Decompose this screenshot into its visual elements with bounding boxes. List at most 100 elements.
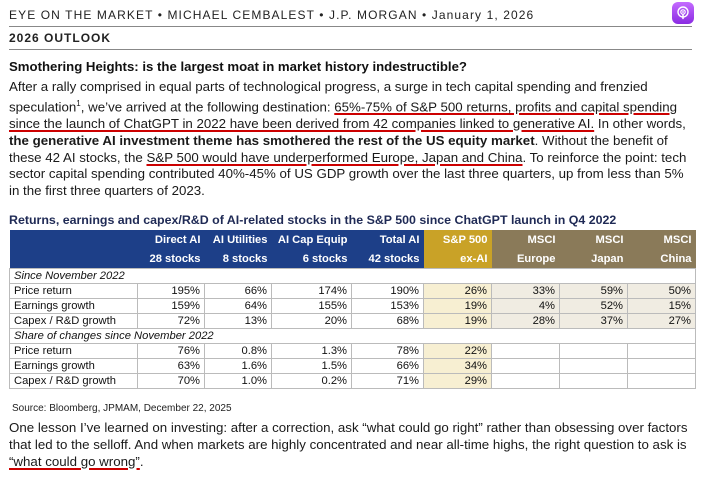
table-cell: 52%	[559, 298, 628, 314]
table-cell: Price return	[9, 343, 138, 359]
col-msci-china: MSCI	[627, 230, 696, 249]
paragraph-text: . To reinforce the point: tech sector ca…	[9, 149, 687, 199]
closing-paragraph: One lesson I’ve learned on investing: af…	[9, 419, 697, 470]
paragraph-text: . Without the benefit of these 42 AI sto…	[9, 132, 668, 165]
table-cell: Capex / R&D growth	[9, 373, 138, 389]
table-source: Source: Bloomberg, JPMAM, December 22, 2…	[12, 403, 232, 414]
highlight-ai-share: 65%-75% of S&P 500 returns, profits and …	[9, 99, 677, 132]
ai-stocks-table: Direct AI AI Utilities AI Cap Equip Tota…	[9, 230, 696, 389]
subheader-divider	[9, 49, 692, 50]
table-cell	[627, 373, 696, 389]
table-header-cell: 6 stocks	[271, 249, 352, 269]
table-cell: 34%	[423, 358, 492, 374]
table-header-cell: Japan	[559, 249, 628, 269]
col-total-ai: Total AI	[351, 230, 424, 249]
table-cell: 66%	[204, 283, 272, 299]
table-header-row-2: 28 stocks 8 stocks 6 stocks 42 stocks ex…	[9, 249, 696, 269]
table-cell: 68%	[351, 313, 424, 329]
table-cell	[491, 358, 560, 374]
table-cell: 0.2%	[271, 373, 352, 389]
table-cell: 29%	[423, 373, 492, 389]
table-cell: Share of changes since November 2022	[9, 328, 696, 344]
table-cell	[627, 343, 696, 359]
table-cell: 63%	[137, 358, 205, 374]
col-msci-europe: MSCI	[491, 230, 560, 249]
table-row: Price return 76% 0.8% 1.3% 78% 22%	[9, 343, 696, 359]
section-title: Smothering Heights: is the largest moat …	[9, 59, 467, 74]
table-row: Earnings growth 159% 64% 155% 153% 19% 4% 52%…	[9, 298, 696, 314]
table-cell	[627, 358, 696, 374]
outlook-label: 2026 OUTLOOK	[9, 31, 112, 45]
table-header-cell: Europe	[491, 249, 560, 269]
table-header-cell: 42 stocks	[351, 249, 424, 269]
table-cell: 195%	[137, 283, 205, 299]
table-cell: 33%	[491, 283, 560, 299]
podcast-icon[interactable]	[672, 2, 694, 24]
header-line: EYE ON THE MARKET • MICHAEL CEMBALEST • …	[9, 8, 535, 22]
table-row: Price return 195% 66% 174% 190% 26% 33% 59% 50…	[9, 283, 696, 299]
paragraph-text: After a rally comprised in equal parts o…	[9, 79, 648, 115]
table-cell: 28%	[491, 313, 560, 329]
table-title: Returns, earnings and capex/R&D of AI-re…	[9, 213, 617, 227]
table-header-row-1: Direct AI AI Utilities AI Cap Equip Tota…	[9, 230, 696, 249]
table-cell: 15%	[627, 298, 696, 314]
table-cell: 76%	[137, 343, 205, 359]
section-row: Since November 2022	[9, 268, 696, 284]
paragraph-text: .	[139, 454, 144, 469]
table-header-cell	[9, 249, 138, 269]
table-cell: 78%	[351, 343, 424, 359]
table-cell: Earnings growth	[9, 298, 138, 314]
table-cell: 1.3%	[271, 343, 352, 359]
table-cell: 70%	[137, 373, 205, 389]
table-cell: 37%	[559, 313, 628, 329]
table-header-cell: 8 stocks	[204, 249, 272, 269]
table-cell: 153%	[351, 298, 424, 314]
table-cell: 19%	[423, 298, 492, 314]
table-cell: 13%	[204, 313, 272, 329]
table-cell: 0.8%	[204, 343, 272, 359]
table-cell: 66%	[351, 358, 424, 374]
table-cell: 50%	[627, 283, 696, 299]
podcast-glyph	[677, 6, 689, 20]
section-row: Share of changes since November 2022	[9, 328, 696, 344]
col-ai-cap-equip: AI Cap Equip	[271, 230, 352, 249]
table-header-cell	[9, 230, 138, 249]
bold-claim: the generative AI investment theme has s…	[9, 132, 535, 148]
table-row: Capex / R&D growth 70% 1.0% 0.2% 71% 29%	[9, 373, 696, 389]
table-cell: 72%	[137, 313, 205, 329]
col-msci-japan: MSCI	[559, 230, 628, 249]
table-cell: 64%	[204, 298, 272, 314]
table-header-cell: China	[627, 249, 696, 269]
table-cell: 174%	[271, 283, 352, 299]
table-cell: Since November 2022	[9, 268, 696, 284]
highlight-go-wrong: “what could go wrong”	[9, 454, 140, 469]
table-row: Capex / R&D growth 72% 13% 20% 68% 19% 28% 37…	[9, 313, 696, 329]
table-cell: 71%	[351, 373, 424, 389]
table-cell: 1.5%	[271, 358, 352, 374]
table-cell: 19%	[423, 313, 492, 329]
paragraph-text: In other words,	[594, 116, 686, 132]
paragraph-text: One lesson I’ve learned on investing: af…	[9, 420, 688, 452]
table-cell	[491, 373, 560, 389]
table-cell	[559, 343, 628, 359]
table-cell: 4%	[491, 298, 560, 314]
table-cell: 1.6%	[204, 358, 272, 374]
table-header-cell: 28 stocks	[137, 249, 205, 269]
col-ai-utilities: AI Utilities	[204, 230, 272, 249]
table-cell: 22%	[423, 343, 492, 359]
table-cell: 190%	[351, 283, 424, 299]
table-cell: 159%	[137, 298, 205, 314]
highlight-underperform: S&P 500 would have underperformed Europe…	[146, 149, 523, 165]
col-sp500-ex-ai: S&P 500	[423, 230, 492, 249]
table-header-cell: ex-AI	[423, 249, 492, 269]
paragraph-text: , we’ve arrived at the following destina…	[80, 99, 335, 115]
table-cell: 155%	[271, 298, 352, 314]
table-row: Earnings growth 63% 1.6% 1.5% 66% 34%	[9, 358, 696, 374]
table-cell	[559, 373, 628, 389]
table-cell: 27%	[627, 313, 696, 329]
table-cell: Capex / R&D growth	[9, 313, 138, 329]
col-direct-ai: Direct AI	[137, 230, 205, 249]
header-divider	[9, 26, 692, 27]
intro-paragraph: After a rally comprised in equal parts o…	[9, 79, 697, 200]
table-cell: Earnings growth	[9, 358, 138, 374]
